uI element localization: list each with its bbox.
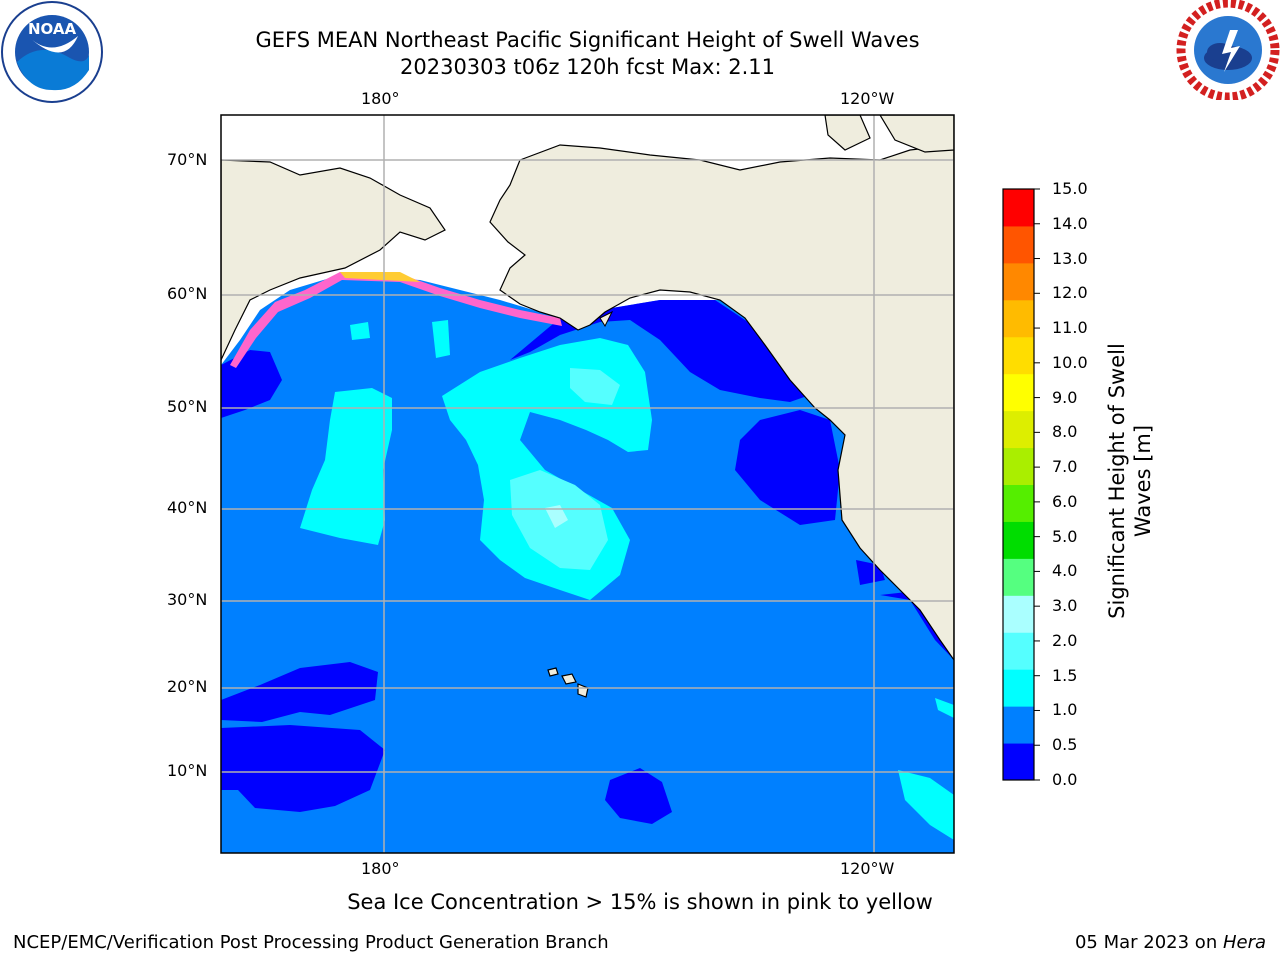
sea-ice-note: Sea Ice Concentration > 15% is shown in … — [347, 890, 933, 914]
lat-label-40n: 40°N — [167, 498, 208, 517]
colorbar-tick-label: 0.5 — [1052, 735, 1078, 755]
colorbar-tick-label: 10.0 — [1052, 352, 1088, 372]
colorbar-swatch — [1003, 743, 1034, 781]
map-graticule — [221, 115, 954, 853]
lon-label-bottom-120w: 120°W — [840, 859, 895, 878]
colorbar — [1003, 188, 1040, 781]
colorbar-title: Significant Height of Swell Waves [m] — [1105, 343, 1155, 619]
colorbar-frame — [1002, 188, 1035, 781]
lat-label-20n: 20°N — [167, 677, 208, 696]
lat-label-30n: 30°N — [167, 590, 208, 609]
colorbar-tick-label: 2.0 — [1052, 630, 1078, 650]
colorbar-tick-label: 12.0 — [1052, 283, 1088, 303]
colorbar-swatch — [1003, 521, 1034, 559]
colorbar-tick-label: 1.5 — [1052, 665, 1078, 685]
swell-0-05-sw2 — [221, 725, 385, 812]
footer-date: 05 Mar 2023 on Hera — [1075, 932, 1266, 953]
colorbar-swatch — [1003, 632, 1034, 670]
colorbar-tick-label: 4.0 — [1052, 561, 1078, 581]
swell-0-05-south — [605, 768, 672, 824]
colorbar-tick-label: 11.0 — [1052, 318, 1088, 338]
colorbar-tick-label: 3.0 — [1052, 596, 1078, 616]
swell-15-20-north — [570, 368, 620, 405]
colorbar-tick-label: 9.0 — [1052, 387, 1078, 407]
swell-0-05-sw1 — [221, 662, 378, 722]
chart-title: GEFS MEAN Northeast Pacific Significant … — [255, 28, 920, 52]
colorbar-swatch — [1003, 484, 1034, 522]
colorbar-tick-label: 13.0 — [1052, 248, 1088, 268]
swell-1-15-west — [300, 388, 392, 545]
land-hawaii — [547, 667, 559, 677]
land-siberia — [221, 159, 446, 361]
colorbar-tick-label: 14.0 — [1052, 213, 1088, 233]
swell-20-30-core — [545, 505, 568, 528]
colorbar-tick-label: 6.0 — [1052, 491, 1078, 511]
colorbar-swatch — [1003, 373, 1034, 412]
lat-label-10n: 10°N — [167, 761, 208, 780]
colorbar-tick-label: 0.0 — [1052, 770, 1078, 789]
swell-1-15-southeast — [898, 770, 954, 840]
lat-label-50n: 50°N — [167, 397, 208, 416]
lat-label-60n: 60°N — [167, 284, 208, 303]
colorbar-swatch — [1003, 558, 1034, 596]
colorbar-swatch — [1003, 669, 1034, 707]
colorbar-tick-label: 7.0 — [1052, 457, 1078, 477]
footer-date-text: 05 Mar 2023 on — [1074, 932, 1223, 953]
noaa-logo: NOAA — [0, 0, 105, 105]
footer-host: Hera — [1222, 932, 1266, 953]
nws-logo — [1176, 0, 1280, 100]
colorbar-swatch — [1003, 225, 1034, 264]
colorbar-swatch — [1003, 706, 1034, 744]
lon-label-bottom-180: 180° — [361, 859, 400, 878]
colorbar-swatch — [1003, 336, 1034, 375]
map-frame — [220, 114, 955, 854]
swell-0-05-california — [735, 410, 840, 525]
colorbar-tick-label: 15.0 — [1052, 179, 1088, 198]
sea-ice-fringe — [230, 272, 562, 368]
colorbar-swatch — [1003, 189, 1034, 227]
footer-credit: NCEP/EMC/Verification Post Processing Pr… — [13, 932, 609, 953]
colorbar-swatch — [1003, 299, 1034, 338]
chart-subtitle: 20230303 t06z 120h fcst Max: 2.11 — [400, 55, 775, 79]
lon-label-top-120w: 120°W — [840, 89, 895, 108]
map-area — [221, 115, 954, 853]
colorbar-swatch — [1003, 595, 1034, 633]
colorbar-swatch — [1003, 447, 1034, 485]
colorbar-swatch — [1003, 262, 1034, 301]
noaa-logo-text: NOAA — [28, 20, 77, 38]
lon-label-top-180: 180° — [361, 89, 400, 108]
colorbar-tick-label: 8.0 — [1052, 422, 1078, 442]
colorbar-tick-label: 5.0 — [1052, 526, 1078, 546]
colorbar-tick-label: 1.0 — [1052, 700, 1078, 720]
colorbar-swatch — [1003, 410, 1034, 449]
lat-label-70n: 70°N — [167, 150, 208, 169]
